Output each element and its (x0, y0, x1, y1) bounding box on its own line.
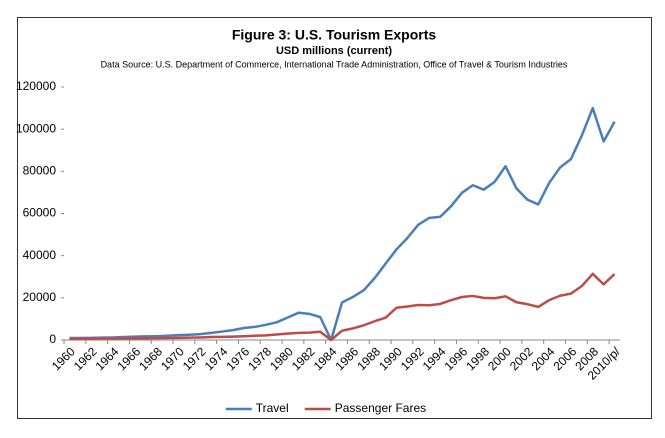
legend-label: Travel (256, 401, 289, 415)
y-tick-label: 0 (49, 332, 56, 346)
legend-label: Passenger Fares (335, 401, 426, 415)
chart-title: Figure 3: U.S. Tourism Exports (232, 27, 437, 43)
y-tick-label: 40000 (23, 248, 57, 262)
y-tick-label: 100000 (16, 121, 56, 135)
y-tick-label: 20000 (23, 290, 57, 304)
line-series (69, 106, 616, 342)
line-series (69, 272, 616, 342)
chart-subtitle: USD millions (current) (276, 45, 392, 57)
y-tick-label: 120000 (16, 79, 56, 93)
chart-border (17, 17, 652, 419)
y-tick-label: 60000 (23, 206, 57, 220)
chart-source: Data Source: U.S. Department of Commerce… (101, 59, 568, 69)
y-tick-label: 80000 (23, 164, 57, 178)
